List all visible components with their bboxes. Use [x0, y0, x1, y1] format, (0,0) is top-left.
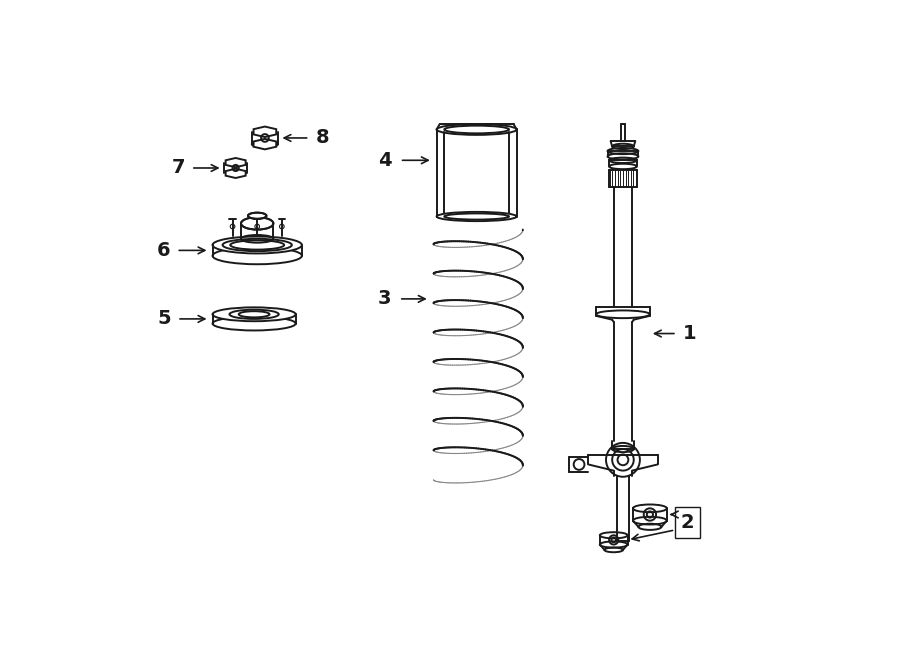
- Ellipse shape: [212, 316, 296, 330]
- Ellipse shape: [212, 307, 296, 321]
- Polygon shape: [226, 169, 246, 178]
- Text: 8: 8: [316, 128, 329, 148]
- Ellipse shape: [248, 213, 266, 219]
- Text: 2: 2: [680, 512, 695, 532]
- Polygon shape: [254, 139, 276, 150]
- Ellipse shape: [252, 140, 278, 148]
- Ellipse shape: [212, 248, 302, 264]
- Polygon shape: [254, 126, 276, 137]
- Bar: [675, 507, 700, 538]
- Text: 1: 1: [683, 324, 697, 343]
- Ellipse shape: [241, 217, 274, 230]
- Text: 3: 3: [378, 289, 392, 308]
- Text: 4: 4: [378, 151, 392, 169]
- Ellipse shape: [212, 236, 302, 254]
- Text: 5: 5: [158, 309, 171, 328]
- Text: 7: 7: [171, 158, 184, 177]
- Polygon shape: [226, 158, 246, 167]
- Text: 6: 6: [157, 241, 170, 260]
